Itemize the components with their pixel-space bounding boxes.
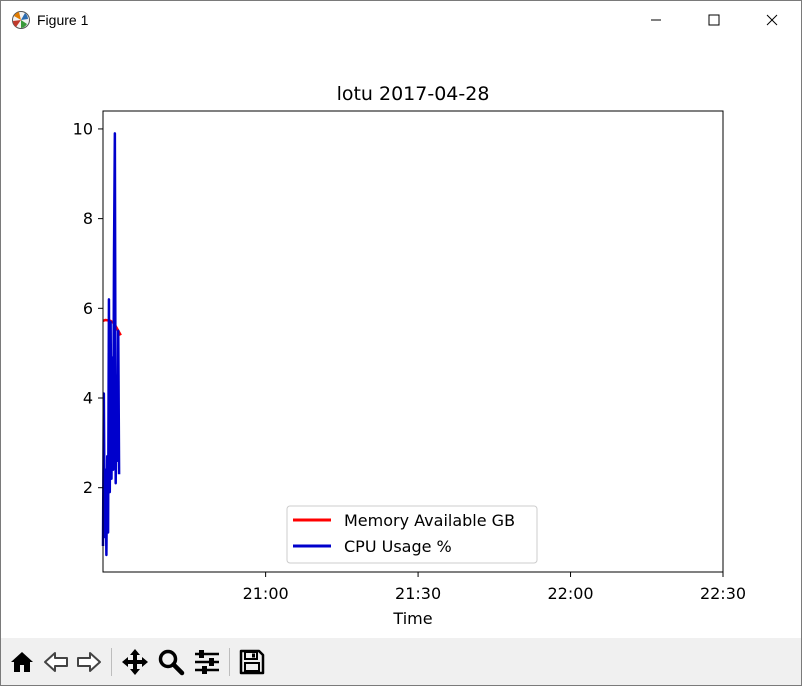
legend-label-memory: Memory Available GB xyxy=(344,511,515,530)
zoom-icon xyxy=(158,649,185,676)
save-icon xyxy=(239,649,265,675)
title-bar[interactable]: Figure 1 xyxy=(1,1,801,39)
x-tick-label: 21:30 xyxy=(395,584,441,603)
back-button[interactable] xyxy=(40,646,72,678)
navigation-toolbar xyxy=(1,638,801,685)
forward-button[interactable] xyxy=(73,646,105,678)
legend-label-cpu: CPU Usage % xyxy=(344,537,452,556)
legend: Memory Available GB CPU Usage % xyxy=(286,505,538,564)
pan-icon xyxy=(122,649,148,675)
y-tick-label: 2 xyxy=(83,478,93,497)
maximize-icon xyxy=(708,14,720,26)
forward-arrow-icon xyxy=(77,652,101,672)
window-title: Figure 1 xyxy=(37,12,89,28)
toolbar-separator xyxy=(229,648,230,676)
save-button[interactable] xyxy=(236,646,268,678)
x-tick-label: 22:00 xyxy=(547,584,593,603)
minimize-button[interactable] xyxy=(627,1,685,39)
y-tick-label: 10 xyxy=(73,119,93,138)
chart: 2 4 6 8 10 21:00 21:30 22:00 22:30 lotu 2017-04-… xyxy=(73,83,746,628)
y-tick-label: 4 xyxy=(83,389,93,408)
x-tick-label: 22:30 xyxy=(700,584,746,603)
configure-subplots-button[interactable] xyxy=(191,646,223,678)
figure-canvas[interactable]: 2 4 6 8 10 21:00 21:30 22:00 22:30 lotu 2017-04-… xyxy=(1,39,801,637)
matplotlib-figure-icon xyxy=(11,10,31,30)
maximize-button[interactable] xyxy=(685,1,743,39)
close-button[interactable] xyxy=(743,1,801,39)
series-line-cpu xyxy=(101,132,121,557)
home-icon xyxy=(11,652,33,672)
x-tick-label: 21:00 xyxy=(243,584,289,603)
configure-subplots-icon xyxy=(195,650,219,674)
y-tick-label: 8 xyxy=(83,209,93,228)
toolbar-separator xyxy=(111,648,112,676)
pan-button[interactable] xyxy=(119,646,151,678)
legend-box xyxy=(286,505,538,564)
x-axis-label: Time xyxy=(392,609,432,628)
chart-title: lotu 2017-04-28 xyxy=(337,83,490,105)
zoom-button[interactable] xyxy=(155,646,187,678)
minimize-icon xyxy=(651,19,661,21)
axes-frame xyxy=(102,110,724,573)
back-arrow-icon xyxy=(44,652,68,672)
home-button[interactable] xyxy=(6,646,38,678)
y-tick-label: 6 xyxy=(83,299,93,318)
close-icon xyxy=(766,14,778,26)
